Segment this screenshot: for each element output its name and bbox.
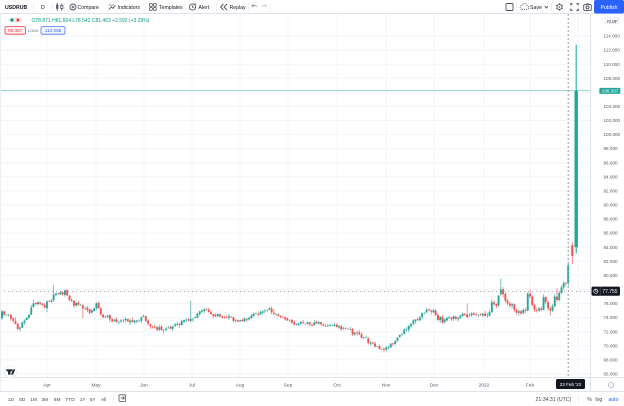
svg-text:80.000: 80.000 [604, 273, 618, 278]
svg-text:84.000: 84.000 [604, 245, 618, 250]
svg-text:Jul: Jul [189, 383, 195, 389]
svg-text:1M: 1M [30, 397, 37, 403]
svg-text:77.755: 77.755 [602, 289, 618, 295]
svg-text:1D: 1D [8, 397, 15, 403]
svg-text:94.000: 94.000 [604, 174, 618, 179]
svg-text:Indicators: Indicators [118, 5, 141, 11]
svg-text:108.000: 108.000 [604, 76, 621, 81]
svg-text:70.000: 70.000 [604, 343, 618, 348]
svg-text:log: log [595, 397, 602, 403]
svg-text:Dec: Dec [430, 383, 439, 389]
svg-text:96.000: 96.000 [604, 160, 618, 165]
svg-text:Save: Save [530, 5, 542, 11]
svg-text:YTD: YTD [65, 397, 75, 403]
svg-text:3M: 3M [42, 397, 49, 403]
svg-text:92.000: 92.000 [604, 189, 618, 194]
svg-text:74.000: 74.000 [604, 315, 618, 320]
svg-text:2022: 2022 [479, 383, 490, 389]
svg-text:82.000: 82.000 [604, 259, 618, 264]
svg-text:110.000: 110.000 [604, 62, 621, 67]
svg-text:113.055: 113.055 [45, 28, 62, 33]
svg-text:88.000: 88.000 [604, 217, 618, 222]
svg-text:Feb: Feb [526, 383, 535, 389]
svg-text:90.000: 90.000 [604, 203, 618, 208]
svg-text:auto: auto [608, 397, 618, 403]
svg-text:Alert: Alert [199, 5, 210, 11]
svg-text:Apr: Apr [43, 383, 51, 389]
svg-text:USDRUB: USDRUB [5, 5, 27, 11]
svg-text:Nov: Nov [382, 383, 391, 389]
svg-text:114.000: 114.000 [604, 34, 621, 39]
svg-text:5D: 5D [19, 397, 26, 403]
svg-text:O78.871 H81.664 L78.542 C81.46: O78.871 H81.664 L78.542 C81.463 +2.592 (… [32, 18, 150, 24]
svg-text:12698: 12698 [28, 29, 39, 33]
svg-text:68.000: 68.000 [604, 357, 618, 362]
svg-text:Replay: Replay [230, 5, 247, 11]
svg-text:100.000: 100.000 [604, 132, 621, 137]
svg-text:Oct: Oct [333, 383, 341, 389]
svg-text:5Y: 5Y [90, 397, 97, 403]
svg-text:66.000: 66.000 [604, 372, 618, 377]
svg-text:98.000: 98.000 [604, 146, 618, 151]
svg-text:All: All [101, 397, 106, 403]
svg-text:RUB: RUB [607, 19, 616, 24]
svg-text:72.000: 72.000 [604, 329, 618, 334]
svg-text:Compare: Compare [78, 5, 99, 11]
svg-text:104.000: 104.000 [604, 104, 621, 109]
svg-text:21:34:31 (UTC): 21:34:31 (UTC) [536, 397, 572, 403]
svg-text:May: May [91, 383, 101, 389]
svg-text:Templates: Templates [159, 5, 183, 11]
svg-text:Sep: Sep [284, 383, 293, 389]
svg-text:Aug: Aug [236, 383, 245, 389]
svg-text:112.000: 112.000 [604, 48, 621, 53]
svg-text:86.000: 86.000 [604, 231, 618, 236]
svg-text:1Y: 1Y [80, 397, 87, 403]
svg-text:76.000: 76.000 [604, 301, 618, 306]
svg-text:23 Feb '22: 23 Feb '22 [560, 382, 582, 387]
svg-text:D: D [41, 5, 45, 11]
svg-text:Jun: Jun [140, 383, 148, 389]
svg-text:99.357: 99.357 [8, 28, 23, 33]
svg-text:Publish: Publish [600, 5, 617, 11]
svg-text:102.000: 102.000 [604, 118, 621, 123]
svg-text:106.207: 106.207 [602, 89, 619, 94]
svg-text:%: % [587, 397, 592, 403]
svg-text:6M: 6M [54, 397, 61, 403]
